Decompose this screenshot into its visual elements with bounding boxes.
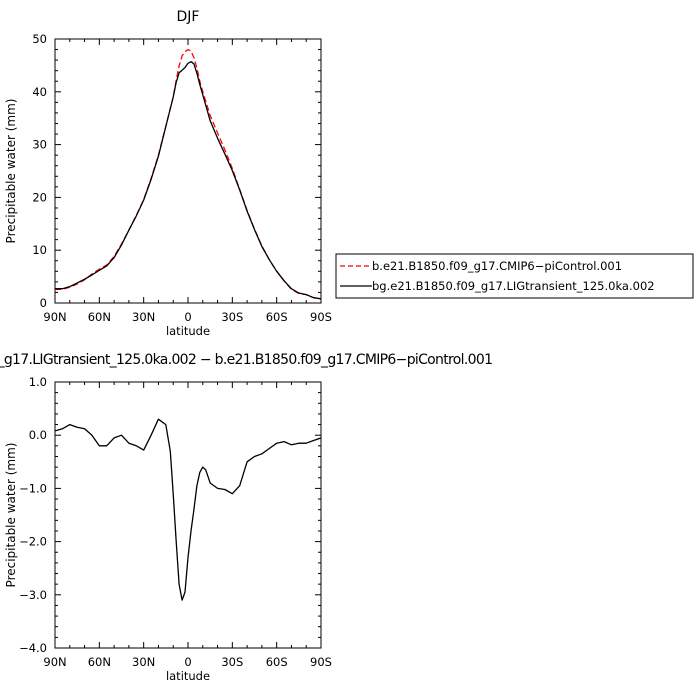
series-line-0 bbox=[55, 418, 321, 601]
chart-title: DJF bbox=[177, 9, 200, 25]
y-tick-label: 50 bbox=[32, 32, 47, 46]
x-tick-label: 0 bbox=[184, 310, 191, 324]
y-tick-label: −4.0 bbox=[19, 641, 47, 655]
x-tick-label: 60N bbox=[88, 310, 111, 324]
y-axis-label: Precipitable water (mm) bbox=[4, 99, 18, 244]
x-tick-label: 30S bbox=[221, 655, 243, 669]
legend-box bbox=[335, 253, 694, 299]
x-tick-label: 60S bbox=[266, 310, 288, 324]
plot-frame bbox=[54, 381, 322, 649]
x-axis-label: latitude bbox=[166, 324, 210, 338]
y-tick-label: 0.0 bbox=[29, 428, 47, 442]
x-tick-label: 90S bbox=[310, 310, 332, 324]
x-tick-label: 90N bbox=[43, 655, 66, 669]
chart-title: bg.e21.B1850.f09_g17.LIGtransient_125.0k… bbox=[0, 352, 493, 368]
legend-label-0: b.e21.B1850.f09_g17.CMIP6−piControl.001 bbox=[372, 259, 622, 273]
y-tick-label: 20 bbox=[32, 190, 47, 204]
y-tick-label: 30 bbox=[32, 138, 47, 152]
y-tick-label: −1.0 bbox=[19, 481, 47, 495]
series-line-1 bbox=[55, 61, 321, 300]
y-tick-label: 10 bbox=[32, 243, 47, 257]
x-tick-label: 90S bbox=[310, 655, 332, 669]
x-tick-label: 30N bbox=[132, 655, 155, 669]
plot-frame bbox=[54, 38, 322, 304]
x-axis-label: latitude bbox=[166, 669, 210, 683]
y-tick-label: 1.0 bbox=[29, 375, 47, 389]
x-tick-label: 30S bbox=[221, 310, 243, 324]
top-panel: 90N 60N 30N 0 30S 60S 90S 0 10 20 30 40 50 DJF latitud… bbox=[4, 9, 332, 338]
y-axis-label: Precipitable water (mm) bbox=[4, 443, 18, 588]
x-tick-label: 60S bbox=[266, 655, 288, 669]
bottom-panel: 90N 60N 30N 0 30S 60S 90S −4.0 −3.0 −2.0 −1.0 0.0 1.… bbox=[0, 352, 493, 683]
legend-label-1: bg.e21.B1850.f09_g17.LIGtransient_125.0k… bbox=[372, 279, 655, 293]
y-tick-label: 40 bbox=[32, 85, 47, 99]
y-tick-label: −3.0 bbox=[19, 588, 47, 602]
y-tick-label: −2.0 bbox=[19, 535, 47, 549]
legend: b.e21.B1850.f09_g17.CMIP6−piControl.001b… bbox=[335, 253, 694, 299]
x-tick-label: 30N bbox=[132, 310, 155, 324]
series-line-0 bbox=[55, 48, 321, 300]
y-tick-label: 0 bbox=[40, 296, 47, 310]
x-tick-label: 0 bbox=[184, 655, 191, 669]
x-tick-label: 60N bbox=[88, 655, 111, 669]
x-tick-label: 90N bbox=[43, 310, 66, 324]
